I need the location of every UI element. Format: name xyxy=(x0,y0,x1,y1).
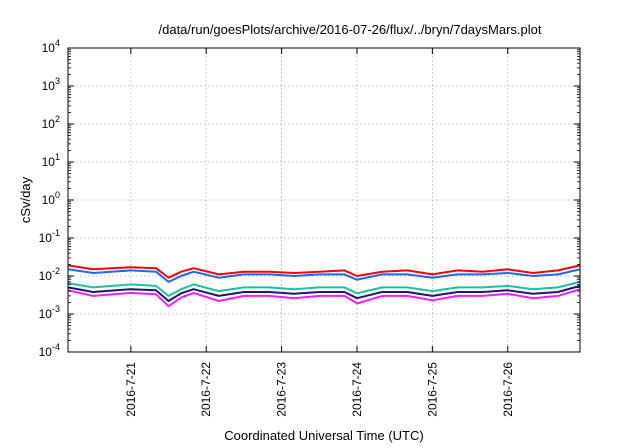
x-tick-label: 2016-7-22 xyxy=(199,362,213,417)
y-tick-label: 10-4 xyxy=(39,342,60,359)
y-tick-label: 10-2 xyxy=(39,266,60,283)
y-tick-label-base: 10 xyxy=(42,79,56,93)
y-tick-label-exponent: 2 xyxy=(55,114,60,124)
y-tick-label-exponent: 4 xyxy=(55,38,60,48)
y-tick-label-exponent: 3 xyxy=(55,76,60,86)
y-tick-label: 104 xyxy=(42,38,60,55)
y-tick-label: 100 xyxy=(42,190,60,207)
x-tick-label: 2016-7-21 xyxy=(124,362,138,417)
x-tick-label: 2016-7-26 xyxy=(501,362,515,417)
series-line-2 xyxy=(67,268,581,283)
axes: 10-410-310-210-11001011021031042016-7-21… xyxy=(39,38,580,417)
x-tick-label: 2016-7-24 xyxy=(350,362,364,417)
series-line-5 xyxy=(67,288,581,308)
y-tick-label-base: 10 xyxy=(39,269,53,283)
y-tick-label-base: 10 xyxy=(42,155,56,169)
series-line-4 xyxy=(67,284,581,302)
x-tick-label: 2016-7-25 xyxy=(425,362,439,417)
y-tick-label: 10-1 xyxy=(39,228,60,245)
y-tick-label-base: 10 xyxy=(39,307,53,321)
y-tick-label-base: 10 xyxy=(39,231,53,245)
y-tick-label-base: 10 xyxy=(42,117,56,131)
chart-title: /data/run/goesPlots/archive/2016-07-26/f… xyxy=(159,22,542,37)
y-tick-label: 10-3 xyxy=(39,304,60,321)
series-line-3 xyxy=(67,280,581,297)
y-tick-label-exponent: -2 xyxy=(52,266,60,276)
y-tick-label: 101 xyxy=(42,152,60,169)
y-tick-label-exponent: -4 xyxy=(52,342,60,352)
y-tick-label-base: 10 xyxy=(42,41,56,55)
y-tick-label-exponent: -3 xyxy=(52,304,60,314)
y-tick-label: 103 xyxy=(42,76,60,93)
x-axis-label: Coordinated Universal Time (UTC) xyxy=(224,428,423,443)
y-tick-label: 102 xyxy=(42,114,60,131)
y-tick-label-exponent: 1 xyxy=(55,152,60,162)
y-tick-label-exponent: -1 xyxy=(52,228,60,238)
series-layer xyxy=(67,264,581,308)
y-tick-label-exponent: 0 xyxy=(55,190,60,200)
y-axis-label: cSv/day xyxy=(18,176,33,223)
y-tick-label-base: 10 xyxy=(39,345,53,359)
series-line-1 xyxy=(67,264,581,279)
y-tick-label-base: 10 xyxy=(42,193,56,207)
x-tick-label: 2016-7-23 xyxy=(275,362,289,417)
